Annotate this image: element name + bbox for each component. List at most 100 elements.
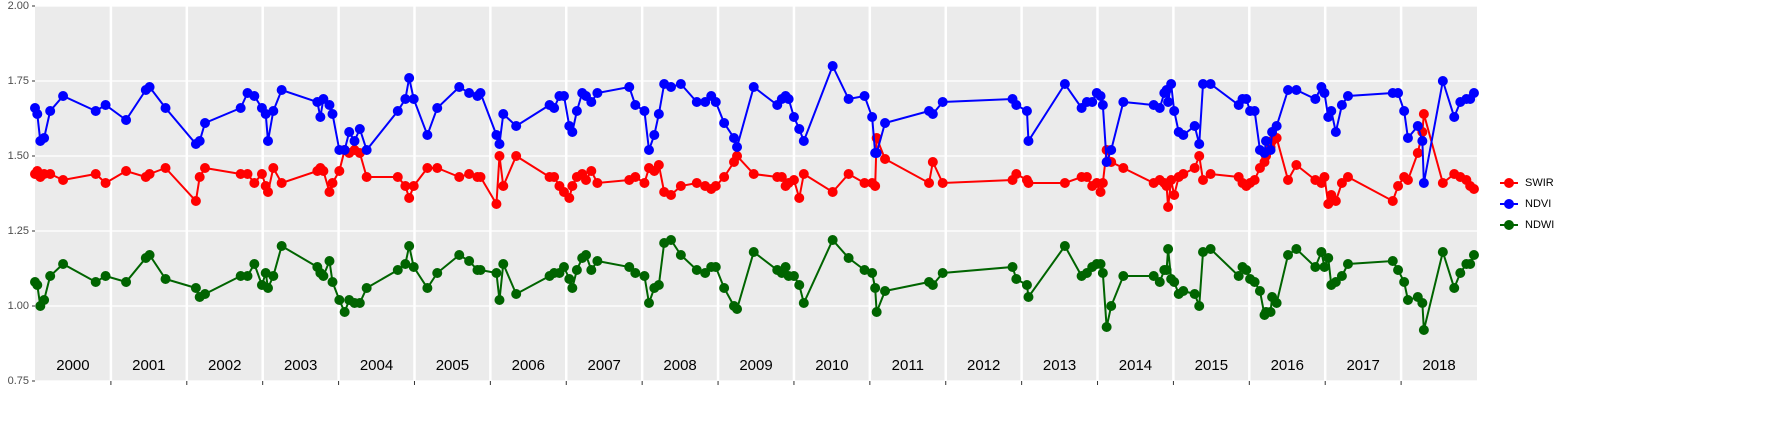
data-point [1418,325,1429,335]
data-point [700,97,711,107]
year-label: 2007 [588,357,621,374]
data-point [788,112,799,122]
data-point [422,130,433,140]
data-point [732,142,743,152]
data-point [190,196,201,206]
year-label: 2017 [1346,357,1379,374]
year-label: 2004 [360,357,393,374]
data-point [464,256,475,266]
legend-label: NDWI [1525,219,1554,231]
data-point [318,271,329,281]
legend-marker [1504,199,1514,209]
data-point [1059,79,1070,89]
data-point [748,247,759,257]
data-point [748,169,759,179]
data-point [586,97,597,107]
year-label: 2012 [967,357,1000,374]
data-point [276,85,287,95]
data-point [464,169,475,179]
data-point [843,253,854,263]
data-point [1189,289,1200,299]
data-point [1101,157,1112,167]
data-point [349,136,360,146]
data-point [1417,136,1428,146]
data-point [58,259,69,269]
data-point [1449,283,1460,293]
data-point [100,271,111,281]
data-point [1106,145,1117,155]
data-point [404,193,415,203]
year-label: 2013 [1043,357,1076,374]
data-point [1178,169,1189,179]
data-point [859,265,870,275]
data-point [1205,79,1216,89]
data-point [1271,298,1282,308]
data-point [327,109,338,119]
data-point [1265,307,1276,317]
data-point [249,259,260,269]
data-point [1319,262,1330,272]
data-point [1118,163,1129,173]
data-point [1283,85,1294,95]
year-label: 2018 [1422,357,1455,374]
data-point [927,157,938,167]
data-point [1336,178,1347,188]
data-point [665,190,676,200]
data-point [1455,268,1466,278]
data-point [794,280,805,290]
data-point [339,145,350,155]
data-point [1418,178,1429,188]
data-point [653,160,664,170]
data-point [268,163,279,173]
data-point [432,103,443,113]
data-point [1194,301,1205,311]
data-point [880,286,891,296]
data-point [732,304,743,314]
data-point [794,124,805,134]
data-point [1399,277,1410,287]
data-point [700,268,711,278]
data-point [1095,259,1106,269]
data-point [592,88,603,98]
legend-marker [1504,178,1514,188]
data-point [1249,277,1260,287]
data-point [1007,262,1018,272]
data-point [160,163,171,173]
data-point [1166,175,1177,185]
data-point [432,163,443,173]
data-point [1323,253,1334,263]
data-point [567,181,578,191]
data-point [1468,184,1479,194]
data-point [1241,94,1252,104]
data-point [100,178,111,188]
data-point [392,106,403,116]
data-point [242,169,253,179]
data-point [260,109,271,119]
data-point [1319,172,1330,182]
data-point [1194,139,1205,149]
data-point [1402,295,1413,305]
data-point [276,241,287,251]
data-point [1271,121,1282,131]
data-point [144,82,155,92]
y-tick-label: 0.75 [8,375,29,387]
year-label: 2001 [132,357,165,374]
data-point [1310,262,1321,272]
data-point [1417,298,1428,308]
data-point [843,94,854,104]
data-point [334,295,345,305]
data-point [1342,259,1353,269]
data-point [1198,79,1209,89]
data-point [1178,130,1189,140]
data-point [927,109,938,119]
data-point [710,181,721,191]
data-point [1081,172,1092,182]
data-point [1118,97,1129,107]
data-point [592,256,603,266]
data-point [432,268,443,278]
data-point [58,175,69,185]
data-point [235,103,246,113]
data-point [268,271,279,281]
data-point [408,181,419,191]
data-point [567,283,578,293]
